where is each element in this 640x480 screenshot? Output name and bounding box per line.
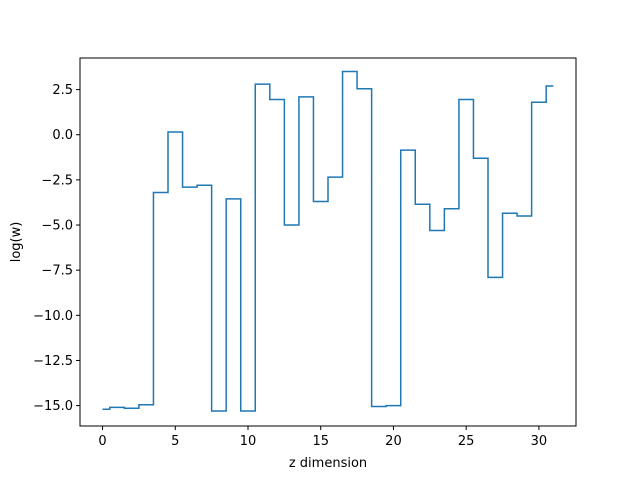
x-axis-label: z dimension <box>289 456 367 471</box>
x-tick-label: 0 <box>98 434 106 449</box>
x-axis: 0 5 10 15 20 25 30 <box>98 426 547 449</box>
y-tick-label: −7.5 <box>41 264 73 279</box>
y-tick-label: −15.0 <box>33 399 73 414</box>
y-axis: 2.5 0.0 −2.5 −5.0 −7.5 −10.0 −12.5 −15.0 <box>33 83 80 414</box>
x-tick-label: 15 <box>312 434 329 449</box>
x-tick-label: 20 <box>385 434 402 449</box>
y-tick-label: 2.5 <box>52 83 73 98</box>
x-tick-label: 25 <box>458 434 475 449</box>
x-tick-label: 30 <box>531 434 548 449</box>
plot-background <box>80 58 576 426</box>
y-tick-label: −10.0 <box>33 309 73 324</box>
y-tick-label: −2.5 <box>41 173 73 188</box>
y-tick-label: −12.5 <box>33 354 73 369</box>
y-tick-label: −5.0 <box>41 219 73 234</box>
series-layer <box>102 70 554 412</box>
x-tick-label: 5 <box>171 434 179 449</box>
x-tick-label: 10 <box>240 434 257 449</box>
plot-frame <box>79 57 577 427</box>
y-tick-label: 0.0 <box>52 128 73 143</box>
series-line <box>102 70 554 412</box>
y-axis-label: log(w) <box>9 222 24 263</box>
